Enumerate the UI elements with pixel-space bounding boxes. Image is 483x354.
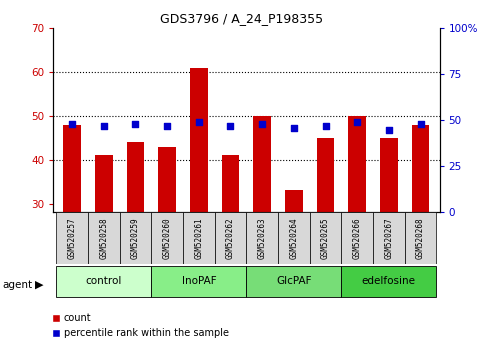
Text: GSM520257: GSM520257 — [68, 217, 77, 259]
Bar — [348, 116, 366, 212]
Bar — [222, 155, 239, 212]
Point — [385, 127, 393, 132]
Bar — [190, 68, 208, 212]
Text: GDS3796 / A_24_P198355: GDS3796 / A_24_P198355 — [160, 12, 323, 25]
Bar — [120, 212, 151, 264]
Point — [163, 123, 171, 129]
Text: GlcPAF: GlcPAF — [276, 276, 312, 286]
Bar — [88, 212, 120, 264]
Point — [258, 121, 266, 127]
Text: GSM520263: GSM520263 — [257, 217, 267, 259]
Bar — [127, 142, 144, 212]
Text: edelfosine: edelfosine — [362, 276, 416, 286]
Point — [290, 125, 298, 131]
Bar — [285, 190, 302, 212]
Text: ▶: ▶ — [35, 280, 43, 290]
Bar — [317, 138, 334, 212]
Bar — [310, 212, 341, 264]
Text: agent: agent — [2, 280, 32, 290]
Bar — [254, 116, 271, 212]
Bar — [214, 212, 246, 264]
Text: GSM520259: GSM520259 — [131, 217, 140, 259]
Text: GSM520260: GSM520260 — [163, 217, 171, 259]
Bar — [151, 212, 183, 264]
Text: GSM520258: GSM520258 — [99, 217, 108, 259]
Text: GSM520266: GSM520266 — [353, 217, 362, 259]
Point — [354, 119, 361, 125]
Point — [131, 121, 139, 127]
Text: GSM520265: GSM520265 — [321, 217, 330, 259]
Bar — [405, 212, 436, 264]
Text: GSM520261: GSM520261 — [194, 217, 203, 259]
Bar — [246, 212, 278, 264]
Bar — [373, 212, 405, 264]
Point — [195, 119, 203, 125]
Point — [227, 123, 234, 129]
Point — [417, 121, 425, 127]
Text: InoPAF: InoPAF — [182, 276, 216, 286]
Bar — [63, 125, 81, 212]
Point — [100, 123, 108, 129]
Bar — [151, 266, 246, 297]
Bar — [341, 266, 436, 297]
Text: control: control — [85, 276, 122, 286]
Bar — [341, 212, 373, 264]
Bar — [57, 212, 88, 264]
Legend: count, percentile rank within the sample: count, percentile rank within the sample — [48, 309, 233, 342]
Bar — [246, 266, 341, 297]
Bar — [158, 147, 176, 212]
Bar — [57, 266, 151, 297]
Bar — [95, 155, 113, 212]
Bar — [380, 138, 398, 212]
Text: GSM520262: GSM520262 — [226, 217, 235, 259]
Bar — [183, 212, 214, 264]
Bar — [278, 212, 310, 264]
Text: GSM520264: GSM520264 — [289, 217, 298, 259]
Text: GSM520267: GSM520267 — [384, 217, 393, 259]
Point — [322, 123, 329, 129]
Bar — [412, 125, 429, 212]
Point — [68, 121, 76, 127]
Text: GSM520268: GSM520268 — [416, 217, 425, 259]
